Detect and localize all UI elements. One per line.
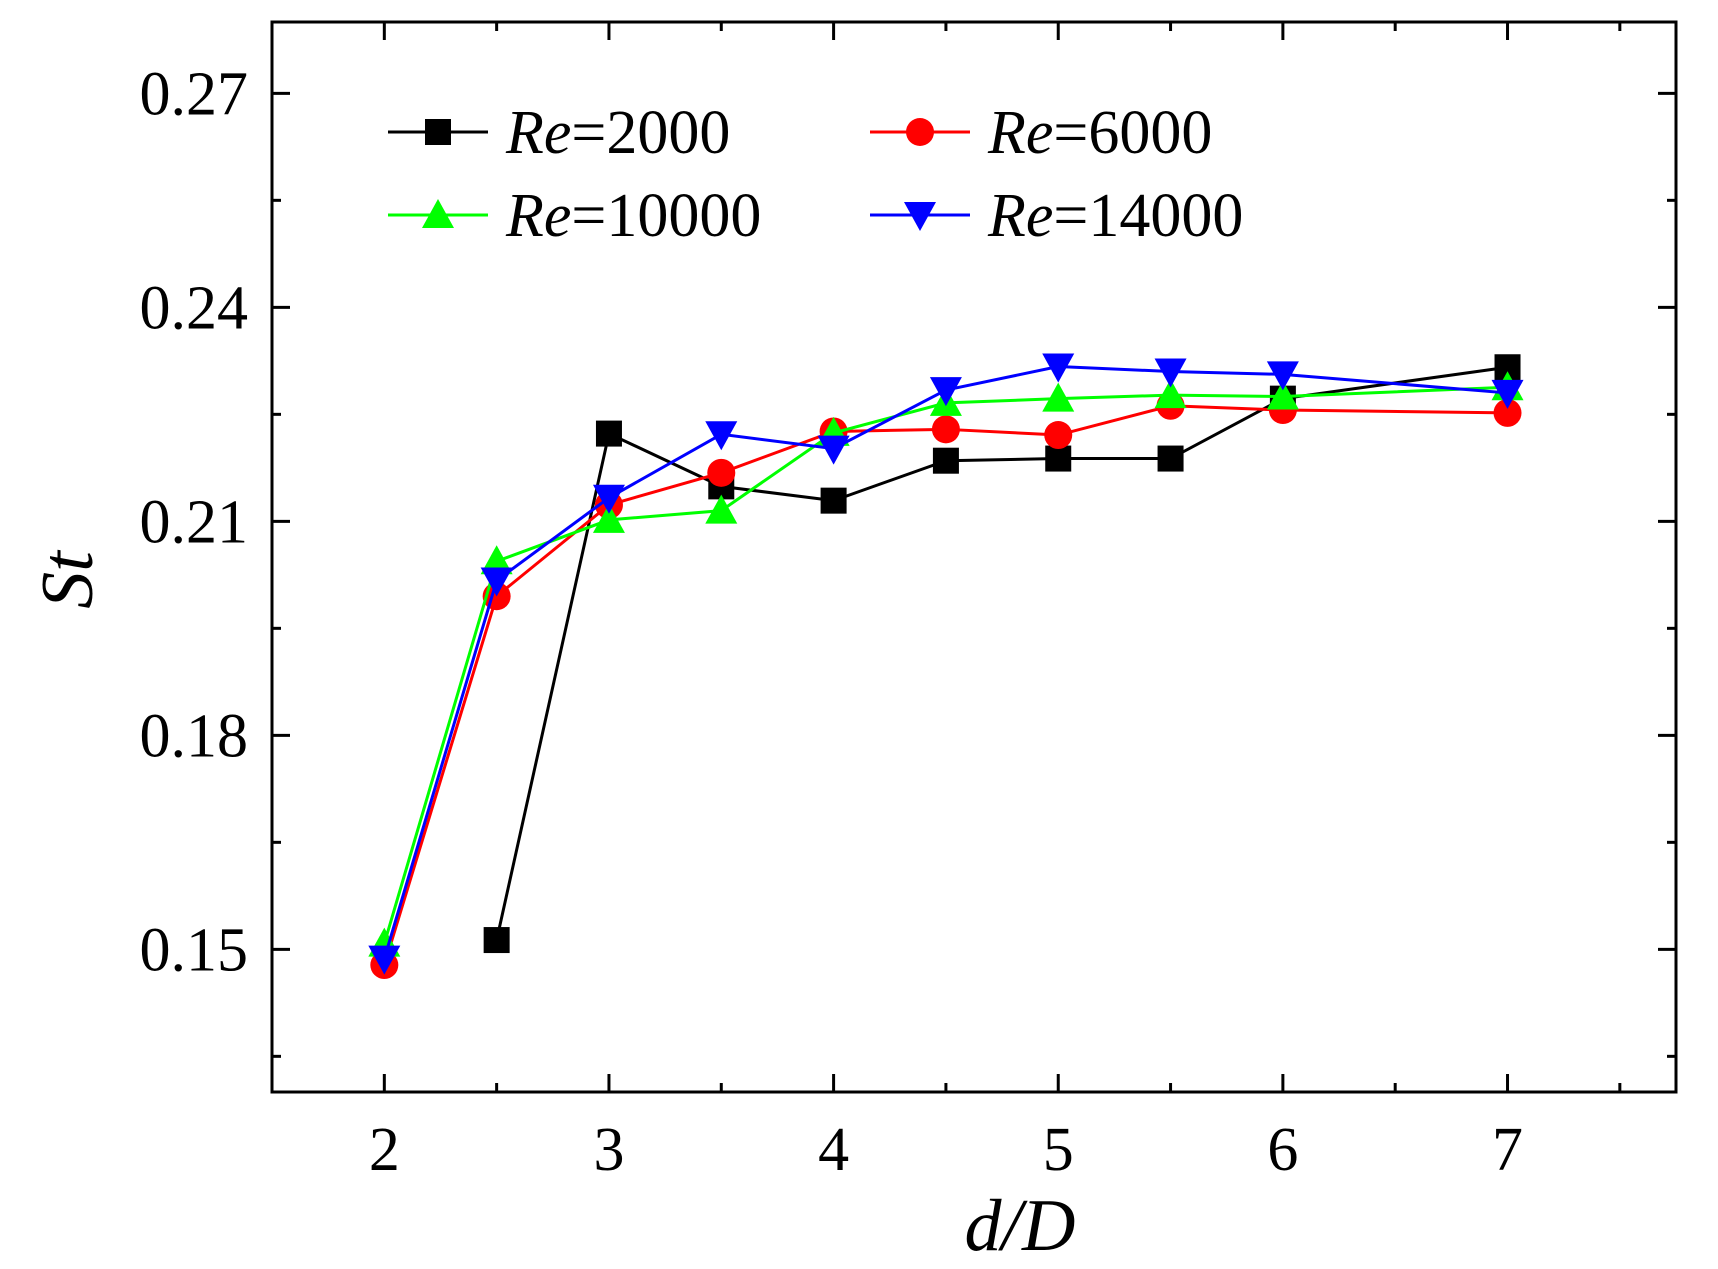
y-tick-label: 0.21 xyxy=(140,488,249,556)
data-point xyxy=(480,567,513,597)
series-14000 xyxy=(368,353,1524,975)
data-point xyxy=(705,494,738,524)
data-point xyxy=(480,545,513,575)
data-point xyxy=(1154,379,1187,409)
series-2000 xyxy=(483,354,1521,954)
data-point xyxy=(1042,353,1075,383)
data-point xyxy=(592,484,625,514)
legend-label: Re=6000 xyxy=(987,99,1212,167)
data-point xyxy=(705,421,738,451)
data-point xyxy=(817,435,850,465)
legend-marker xyxy=(906,118,934,146)
legend-entry: Re=10000 xyxy=(388,182,761,250)
data-point xyxy=(1042,382,1075,412)
legend-label-italic: Re xyxy=(505,99,571,167)
x-tick-label: 4 xyxy=(818,1116,849,1184)
x-tick-label: 3 xyxy=(593,1116,624,1184)
legend-marker xyxy=(422,199,454,228)
legend-label-italic: Re xyxy=(987,182,1053,250)
y-tick-label: 0.15 xyxy=(140,916,249,984)
legend-label-italic: Re xyxy=(987,99,1053,167)
data-point xyxy=(820,487,847,514)
data-point xyxy=(707,458,736,487)
x-tick-label: 6 xyxy=(1267,1116,1298,1184)
legend-label: Re=2000 xyxy=(505,99,730,167)
data-point xyxy=(1157,445,1184,472)
legend-label-value: =10000 xyxy=(571,182,761,250)
axes-layer: 2 3 4 5 6 7 0.15 0.18 0.21 0.24 0.27 xyxy=(140,22,1676,1184)
x-axis-title: d/D xyxy=(965,1185,1076,1264)
series-6000 xyxy=(370,391,1522,980)
y-axis-title: St xyxy=(27,549,109,609)
y-tick-label: 0.24 xyxy=(140,274,249,342)
legend-marker xyxy=(904,202,936,231)
data-point xyxy=(592,503,625,533)
series-layer xyxy=(368,353,1524,980)
y-tick-label: 0.27 xyxy=(140,60,249,128)
x-tick-label: 2 xyxy=(369,1116,400,1184)
data-point xyxy=(1044,421,1073,450)
data-point xyxy=(932,447,959,474)
data-point xyxy=(1266,380,1299,410)
legend-entry: Re=2000 xyxy=(388,99,730,167)
legend-entry: Re=6000 xyxy=(870,99,1212,167)
data-point xyxy=(1266,361,1299,391)
legend-label-value: =2000 xyxy=(571,99,730,167)
data-point xyxy=(1493,398,1522,427)
x-tick-label: 7 xyxy=(1492,1116,1523,1184)
x-tick-label: 5 xyxy=(1043,1116,1074,1184)
series-line xyxy=(495,365,1508,941)
series-line xyxy=(382,365,1508,960)
legend-label-value: =14000 xyxy=(1053,182,1243,250)
legend-label-value: =6000 xyxy=(1053,99,1212,167)
data-point xyxy=(1491,379,1524,409)
data-point xyxy=(931,415,960,444)
plot-frame xyxy=(270,20,1678,1094)
legend-label-italic: Re xyxy=(505,182,571,250)
data-point xyxy=(1154,358,1187,388)
data-point xyxy=(929,377,962,407)
series-line xyxy=(382,404,1508,966)
data-point xyxy=(595,420,622,447)
data-point xyxy=(483,927,510,954)
legend-marker xyxy=(425,119,451,145)
data-point xyxy=(1045,445,1072,472)
y-tick-label: 0.18 xyxy=(140,702,249,770)
legend-entry: Re=14000 xyxy=(870,182,1243,250)
data-point xyxy=(368,945,401,975)
legend-label: Re=14000 xyxy=(987,182,1243,250)
legend-label: Re=10000 xyxy=(505,182,761,250)
